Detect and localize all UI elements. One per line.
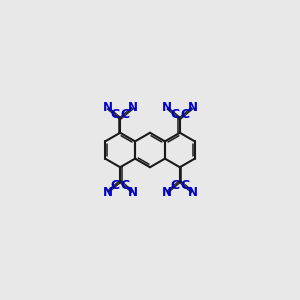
Text: N: N — [103, 185, 112, 199]
Text: N: N — [128, 185, 138, 199]
Text: C: C — [110, 179, 119, 192]
Text: C: C — [121, 179, 130, 192]
Text: C: C — [110, 108, 119, 121]
Text: N: N — [188, 101, 197, 115]
Text: N: N — [128, 101, 138, 115]
Text: C: C — [170, 108, 179, 121]
Text: C: C — [181, 108, 190, 121]
Text: N: N — [162, 101, 172, 115]
Text: C: C — [170, 179, 179, 192]
Text: N: N — [103, 101, 112, 115]
Text: N: N — [188, 185, 197, 199]
Text: N: N — [162, 185, 172, 199]
Text: C: C — [181, 179, 190, 192]
Text: C: C — [121, 108, 130, 121]
